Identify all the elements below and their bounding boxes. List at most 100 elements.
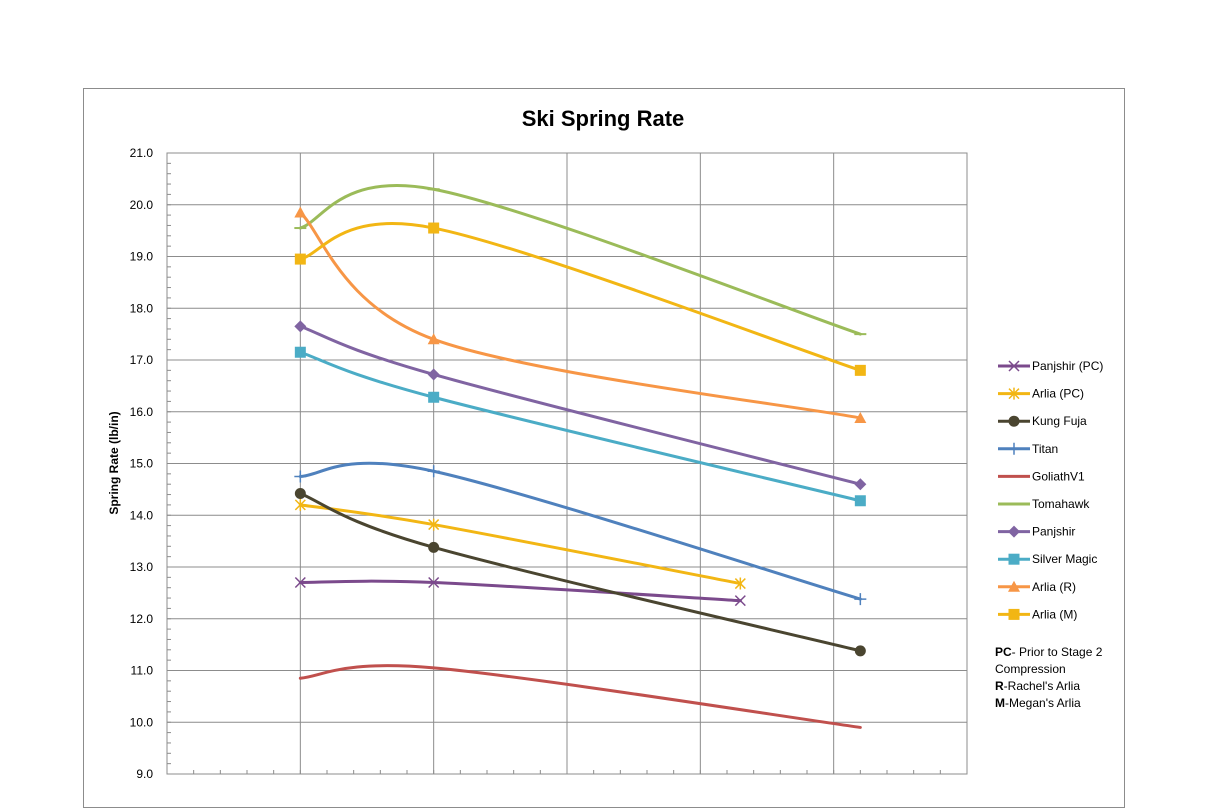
legend-item: Arlia (PC) — [998, 387, 1084, 401]
legend-label: Tomahawk — [1032, 497, 1090, 511]
legend-label: Arlia (M) — [1032, 607, 1077, 621]
legend-note-key: M — [995, 696, 1005, 710]
y-tick-label: 19.0 — [130, 250, 154, 264]
series-line — [298, 461, 862, 601]
legend-label: Silver Magic — [1032, 552, 1097, 566]
y-tick-label: 21.0 — [130, 146, 154, 160]
legend-item: Arlia (M) — [998, 607, 1077, 621]
data-point — [427, 368, 440, 381]
data-point — [427, 465, 440, 478]
data-point — [854, 364, 866, 376]
series-7 — [294, 346, 866, 507]
series-8 — [294, 206, 867, 423]
data-point — [854, 593, 867, 606]
legend-note-text: Compression — [995, 662, 1066, 676]
chart-area — [83, 88, 1125, 808]
legend-label: Titan — [1032, 442, 1058, 456]
legend-item: Silver Magic — [998, 552, 1097, 566]
grid — [166, 152, 968, 775]
data-point — [854, 411, 867, 423]
data-point — [294, 488, 306, 500]
series-line — [298, 492, 862, 653]
legend-item: Panjshir — [998, 525, 1075, 539]
series-4 — [298, 664, 862, 729]
data-point — [854, 645, 866, 657]
legend-label: Panjshir — [1032, 525, 1075, 539]
series-3 — [294, 461, 867, 606]
data-point — [734, 595, 746, 607]
legend-notes: PC- Prior to Stage 2 Compression R-Rachel'… — [995, 645, 1103, 710]
data-point — [294, 346, 306, 358]
legend-item: Titan — [998, 442, 1058, 456]
legend-note: R-Rachel's Arlia — [995, 679, 1080, 693]
legend-marker — [1008, 525, 1020, 538]
series-line — [298, 222, 862, 372]
legend-label: Kung Fuja — [1032, 414, 1087, 428]
y-tick-label: 17.0 — [130, 353, 154, 367]
y-tick-label: 11.0 — [131, 664, 154, 678]
y-tick-label: 13.0 — [130, 560, 154, 574]
series-line — [298, 664, 862, 729]
legend-note: M-Megan's Arlia — [995, 696, 1081, 710]
legend-item: Arlia (R) — [998, 580, 1076, 594]
series-line — [298, 324, 862, 486]
legend-note-text: -Rachel's Arlia — [1004, 679, 1081, 693]
legend-label: Arlia (PC) — [1032, 387, 1084, 401]
data-point — [294, 498, 306, 511]
legend-label: Arlia (R) — [1032, 580, 1076, 594]
legend-note-text: - Prior to Stage 2 — [1012, 645, 1103, 659]
legend-note-text: -Megan's Arlia — [1005, 696, 1081, 710]
series-0 — [294, 576, 746, 607]
legend: Panjshir (PC) Arlia (PC) Kung Fuja Titan Gol… — [998, 359, 1103, 621]
series-1 — [294, 498, 746, 590]
series-group — [294, 183, 867, 729]
legend-note: PC- Prior to Stage 2 — [995, 645, 1103, 659]
data-point — [428, 222, 440, 234]
y-tick-label: 9.0 — [136, 767, 153, 781]
legend-label: GoliathV1 — [1032, 469, 1085, 483]
data-point — [294, 206, 307, 218]
y-axis-label: Spring Rate (lb/in) — [107, 411, 121, 514]
data-point — [428, 576, 440, 589]
data-point — [294, 576, 306, 589]
legend-note-key: PC — [995, 645, 1012, 659]
legend-marker — [1008, 608, 1020, 620]
y-tick-label: 15.0 — [130, 457, 154, 471]
y-tick-label: 14.0 — [130, 508, 154, 522]
legend-item: Tomahawk — [998, 497, 1090, 511]
legend-marker — [1008, 415, 1020, 427]
series-line — [298, 350, 862, 503]
data-point — [854, 478, 867, 491]
y-tick-label: 18.0 — [130, 301, 154, 315]
data-point — [294, 253, 306, 265]
data-point — [734, 577, 746, 590]
series-line — [298, 183, 862, 336]
chart-svg: Ski Spring Rate Spring Rate (lb/in) 21.0… — [107, 106, 1103, 781]
legend-marker — [1008, 360, 1020, 372]
legend-marker — [1008, 387, 1020, 400]
data-point — [854, 495, 866, 507]
legend-marker — [1008, 580, 1020, 592]
data-point — [428, 518, 440, 531]
data-point — [428, 391, 440, 403]
series-5 — [294, 183, 867, 336]
series-6 — [294, 320, 867, 491]
data-point — [294, 320, 307, 333]
series-2 — [294, 488, 866, 657]
data-point — [294, 470, 307, 483]
legend-note-key: R — [995, 679, 1004, 693]
y-tick-label: 12.0 — [130, 612, 154, 626]
legend-label: Panjshir (PC) — [1032, 359, 1103, 373]
y-axis: 21.0 20.0 19.0 18.0 17.0 16.0 15.0 14.0 13.0 12.0… — [130, 146, 154, 781]
legend-marker — [1008, 442, 1020, 455]
series-line — [298, 211, 862, 420]
chart-title: Ski Spring Rate — [522, 106, 685, 131]
series-line — [298, 579, 742, 603]
series-9 — [294, 222, 866, 376]
legend-item: Kung Fuja — [998, 414, 1087, 428]
series-line — [298, 503, 742, 586]
legend-note: Compression — [995, 662, 1066, 676]
y-tick-label: 16.0 — [130, 405, 154, 419]
data-point — [428, 541, 440, 553]
legend-item: GoliathV1 — [998, 469, 1085, 483]
